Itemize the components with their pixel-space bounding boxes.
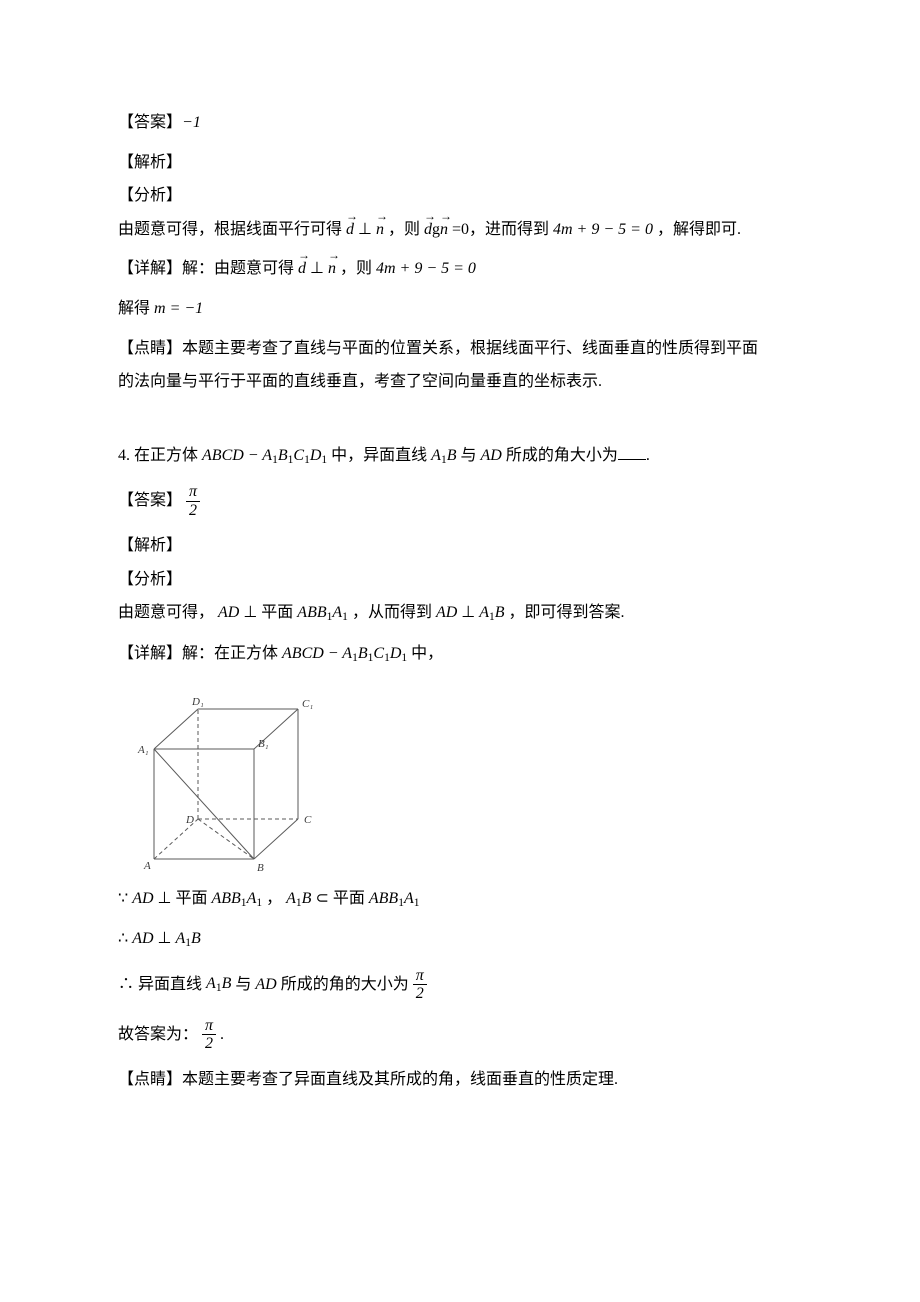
gu-answer: 故答案为： π 2 . xyxy=(118,1017,802,1053)
jiede-line: 解得 m = −1 xyxy=(118,296,802,322)
xiangjie-4: 【详解】解：在正方体 ABCD − A1B1C1D1 中， xyxy=(118,641,802,667)
svg-text:A: A xyxy=(143,860,151,872)
fenxi-label: 【分析】 xyxy=(118,183,802,209)
answer-4: 【答案】 π 2 xyxy=(118,483,802,519)
question-4: 4. 在正方体 ABCD − A1B1C1D1 中，异面直线 A1B 与 AD … xyxy=(118,443,802,469)
svg-text:D₁: D₁ xyxy=(191,696,204,708)
step-therefore-2: ∴ 异面直线 A1B 与 AD 所成的角的大小为 π 2 xyxy=(118,967,802,1003)
svg-text:C₁: C₁ xyxy=(302,698,313,710)
step-therefore-1: ∴ AD ⊥ A1B xyxy=(118,926,802,952)
equation: 4m + 9 − 5 = 0 xyxy=(553,221,653,238)
fraction-pi-over-2: π 2 xyxy=(186,483,200,519)
dianjing-4: 【点睛】本题主要考查了异面直线及其所成的角，线面垂直的性质定理. xyxy=(118,1067,802,1093)
svg-text:B₁: B₁ xyxy=(258,738,269,750)
fenxi-text: 由题意可得，根据线面平行可得 d ⊥ n ，则 dgn =0，进而得到 4m +… xyxy=(118,217,802,243)
svg-text:B: B xyxy=(257,862,264,874)
dianjing-line2: 的法向量与平行于平面的直线垂直，考查了空间向量垂直的坐标表示. xyxy=(118,369,802,395)
step-because: ∵ AD ⊥ 平面 ABB1A1 ， A1B ⊂ 平面 ABB1A1 xyxy=(118,886,802,912)
answer-value: −1 xyxy=(182,114,201,131)
cube-diagram: A B C D A₁ B₁ C₁ D₁ xyxy=(126,681,326,876)
vector-d: d xyxy=(346,221,354,238)
fill-blank xyxy=(618,444,646,459)
svg-text:D: D xyxy=(185,814,194,826)
dianjing-line1: 【点睛】本题主要考查了直线与平面的位置关系，根据线面平行、线面垂直的性质得到平面 xyxy=(118,336,802,362)
fenxi-4-text: 由题意可得， AD ⊥ 平面 ABB1A1 ，从而得到 AD ⊥ A1B ，即可… xyxy=(118,600,802,626)
svg-text:A₁: A₁ xyxy=(137,744,149,756)
xiangjie-text: 【详解】解：由题意可得 d ⊥ n ，则 4m + 9 − 5 = 0 xyxy=(118,256,802,282)
fenxi-4: 【分析】 xyxy=(118,567,802,593)
svg-text:C: C xyxy=(304,814,312,826)
jiexi-4: 【解析】 xyxy=(118,533,802,559)
answer-label: 【答案】 xyxy=(118,114,182,131)
answer-line: 【答案】−1 xyxy=(118,110,802,136)
jiexi-label: 【解析】 xyxy=(118,150,802,176)
vector-n: n xyxy=(376,221,384,238)
